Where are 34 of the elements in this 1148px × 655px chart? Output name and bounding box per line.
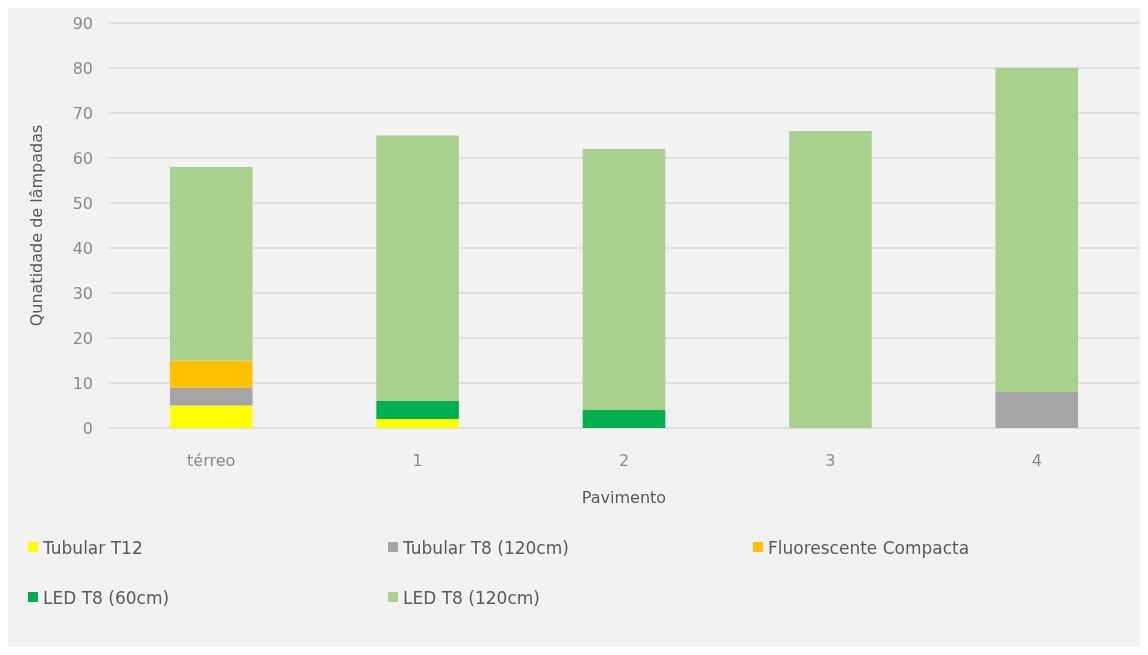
bar (376, 135, 459, 401)
x-tick-label: térreo (187, 451, 236, 470)
bar (582, 410, 666, 428)
y-tick-label: 90 (72, 13, 93, 33)
legend-label: Fluorescente Compacta (768, 537, 970, 558)
y-tick-label: 30 (72, 283, 93, 303)
y-tick-label: 70 (72, 103, 93, 123)
x-tick-label: 1 (412, 451, 423, 470)
bar (995, 68, 1079, 392)
legend-label: Tubular T12 (42, 537, 143, 558)
bar (995, 392, 1079, 428)
bar (169, 360, 253, 388)
bar (169, 405, 253, 428)
x-tick-label: 2 (618, 451, 630, 470)
bar (169, 387, 253, 406)
x-tick-label: 3 (825, 451, 836, 470)
legend-label: LED T8 (60cm) (43, 587, 170, 608)
x-axis-title: Pavimento (581, 488, 667, 507)
bar (789, 131, 872, 428)
y-axis-title: Qunatidade de lâmpadas (27, 124, 46, 327)
y-tick-label: 0 (82, 418, 93, 438)
legend-label: LED T8 (120cm) (403, 587, 540, 608)
y-tick-label: 10 (72, 373, 93, 393)
y-tick-label: 60 (72, 148, 93, 168)
bar (169, 167, 253, 361)
bar (582, 149, 666, 410)
legend-label: Tubular T8 (120cm) (402, 537, 569, 558)
bar (376, 419, 459, 428)
y-tick-label: 40 (72, 238, 93, 258)
y-tick-label: 50 (72, 193, 93, 213)
y-tick-label: 20 (72, 328, 93, 348)
y-tick-label: 80 (72, 58, 93, 78)
bar (376, 401, 459, 419)
x-tick-label: 4 (1031, 451, 1042, 470)
